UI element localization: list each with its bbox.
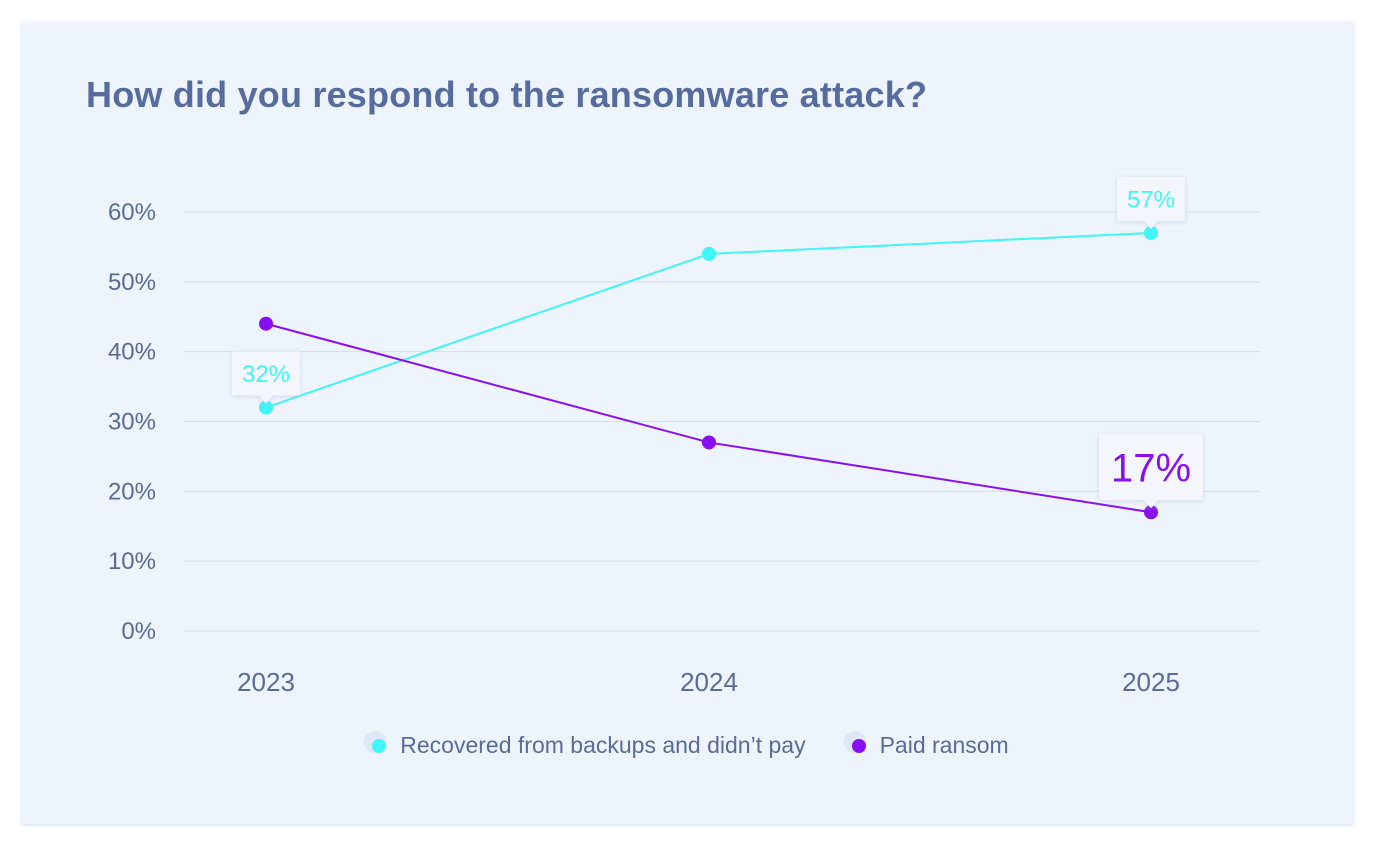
legend-item-recovered: Recovered from backups and didn’t pay [366,732,806,759]
y-tick-label: 30% [108,409,156,436]
legend-label-paid-ransom: Paid ransom [879,732,1009,758]
y-tick-label: 50% [108,269,156,296]
x-tick-label: 2024 [680,667,738,697]
callout-label: 17% [1111,447,1191,491]
legend-item-paid-ransom: Paid ransom [846,732,1009,759]
legend-marker-recovered [372,738,387,753]
y-tick-label: 20% [108,478,156,505]
legend-label-recovered: Recovered from backups and didn’t pay [400,732,806,758]
data-point [702,246,716,261]
x-tick-label: 2025 [1122,667,1180,697]
callout-bubble [1099,434,1203,509]
y-tick-label: 40% [108,339,156,366]
x-tick-label: 2023 [237,667,295,697]
data-point [1144,505,1158,520]
y-tick-label: 0% [121,618,156,645]
chart-card: How did you respond to the ransomware at… [22,22,1353,824]
data-point [1144,225,1158,240]
data-point [259,400,273,415]
y-tick-label: 60% [108,199,156,226]
callout-label: 32% [242,361,290,388]
data-point [702,435,716,450]
legend: Recovered from backups and didn’t pay Pa… [22,732,1353,759]
legend-marker-paid-ransom [851,738,866,753]
chart-title: How did you respond to the ransomware at… [86,74,928,115]
data-point [259,316,273,331]
chart-plot: 0% 10% 20% 30% 40% 50% 60% 2023 2024 2025 32% 57% 17… [108,176,1260,697]
y-tick-label: 10% [108,548,156,575]
callout-bubble [232,351,300,404]
callout-bubble [1117,176,1185,229]
callout-label: 57% [1127,187,1175,214]
